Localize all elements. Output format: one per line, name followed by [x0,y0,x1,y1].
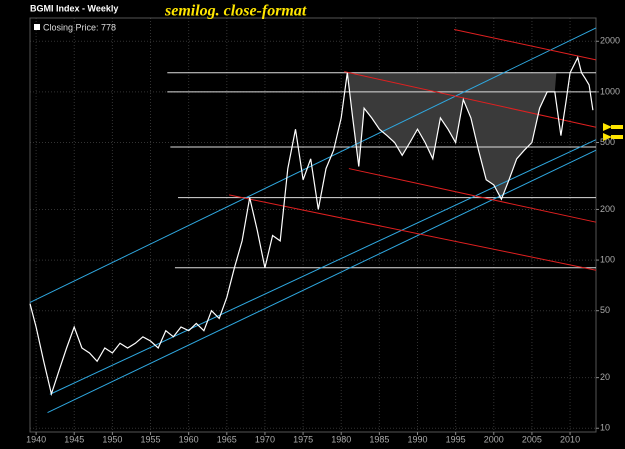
chart-title: BGMI Index - Weekly [30,3,118,13]
x-tick-label: 1960 [179,434,199,444]
plot-frame [29,17,597,433]
price-line [29,55,594,397]
trend-line [344,71,597,128]
y-tick-label: 20 [600,372,610,382]
x-tick-label: 1985 [369,434,389,444]
trend-line [29,27,597,303]
x-tick-label: 1965 [217,434,237,444]
arrow [611,125,623,129]
x-tick-label: 2000 [484,434,504,444]
x-tick-label: 2005 [522,434,542,444]
x-tick-label: 1995 [446,434,466,444]
y-tick-label: 2000 [600,36,620,46]
arrow [603,133,612,141]
y-tick-label: 200 [600,204,615,214]
chart-subtitle: semilog. close-format [164,3,307,20]
x-tick-label: 1980 [331,434,351,444]
x-tick-label: 1940 [26,434,46,444]
shade [347,72,557,200]
y-tick-label: 500 [600,137,615,147]
x-tick-label: 1990 [407,434,427,444]
x-tick-label: 1975 [293,434,313,444]
y-tick-label: 10 [600,423,610,433]
legend-swatch [34,24,40,30]
trend-line [454,28,597,61]
x-tick-label: 1970 [255,434,275,444]
trend-line [228,194,597,271]
y-tick-label: 50 [600,305,610,315]
trend-line [47,149,597,413]
trend-line [49,139,597,395]
x-tick-label: 1945 [64,434,84,444]
arrow [611,135,623,139]
x-tick-label: 1955 [141,434,161,444]
y-tick-label: 1000 [600,86,620,96]
arrow [603,123,612,131]
trend-line [348,168,597,223]
y-tick-label: 100 [600,254,615,264]
x-tick-label: 2010 [560,434,580,444]
x-tick-label: 1950 [102,434,122,444]
legend-entry: Closing Price: 778 [43,22,116,32]
